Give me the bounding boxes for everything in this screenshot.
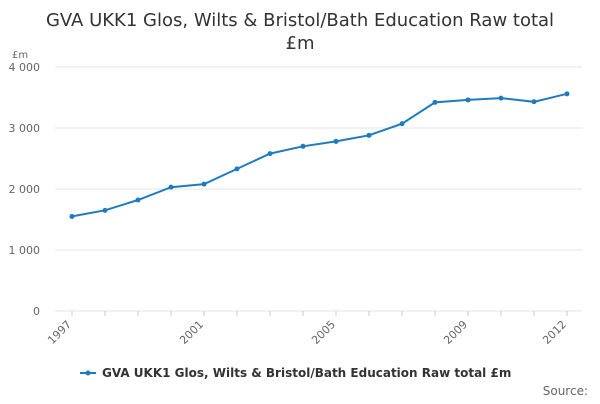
x-tick-label: 2012: [540, 318, 569, 347]
data-point: [234, 166, 240, 172]
data-point: [201, 181, 207, 187]
x-tick-label: 1997: [45, 318, 74, 347]
data-point: [267, 151, 273, 157]
series-layer: [69, 91, 570, 219]
data-point: [564, 91, 570, 97]
legend-label: GVA UKK1 Glos, Wilts & Bristol/Bath Educ…: [102, 366, 511, 380]
y-tick-label: 1 000: [9, 244, 41, 257]
y-tick-label: 2 000: [9, 183, 41, 196]
x-tick-label: 2001: [177, 318, 206, 347]
data-point: [69, 213, 75, 219]
source-label: Source:: [543, 384, 588, 398]
data-point: [102, 207, 108, 213]
data-point: [432, 99, 438, 105]
x-tick-label: 2009: [441, 318, 470, 347]
data-point: [333, 138, 339, 144]
y-axis-label: £m: [12, 50, 28, 61]
data-point: [168, 184, 174, 190]
data-point: [498, 95, 504, 101]
chart-title-line-2: £m: [286, 33, 315, 54]
legend[interactable]: GVA UKK1 Glos, Wilts & Bristol/Bath Educ…: [80, 366, 511, 380]
y-tick-label: 0: [33, 305, 40, 318]
data-point: [399, 121, 405, 127]
series-line: [71, 92, 568, 218]
y-tick-label: 4 000: [9, 61, 41, 74]
axis-layer: 0 1 000 2 000 3 000 4 000 1997 2001 2005 2009 201…: [9, 61, 570, 347]
data-point: [300, 143, 306, 149]
data-point: [366, 132, 372, 138]
chart-title-line-1: GVA UKK1 Glos, Wilts & Bristol/Bath Educ…: [46, 10, 554, 31]
grid-layer: [55, 66, 582, 312]
data-point: [465, 97, 471, 103]
data-point: [531, 99, 537, 105]
legend-symbol-marker: [85, 370, 91, 376]
data-point: [135, 197, 141, 203]
y-tick-label: 3 000: [9, 122, 41, 135]
x-tick-label: 2005: [309, 318, 338, 347]
